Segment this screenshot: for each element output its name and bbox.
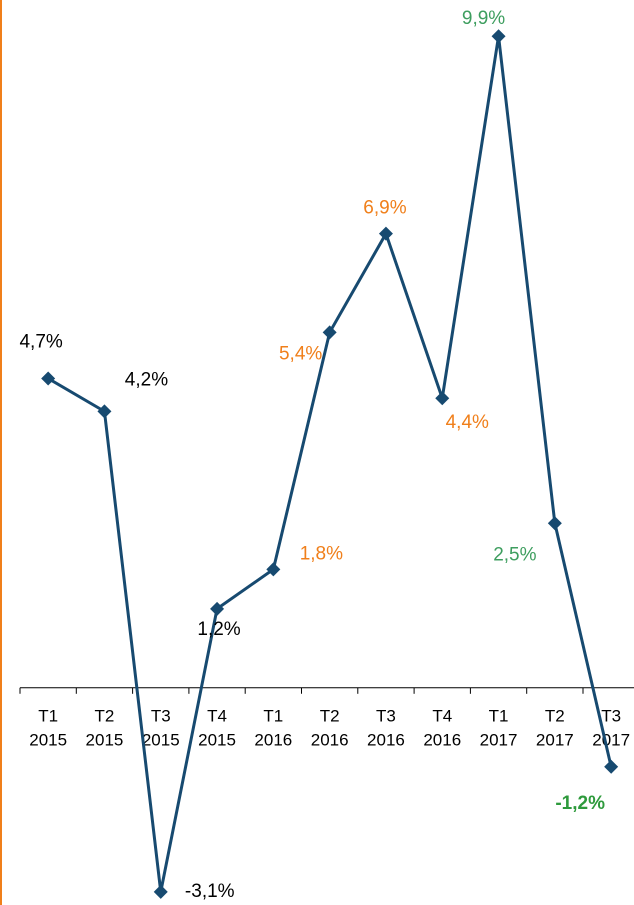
- x-tick-label: T4: [432, 706, 452, 725]
- line: [47, 35, 613, 893]
- marker: [322, 325, 337, 340]
- x-tick-label: 2015: [86, 730, 124, 749]
- x-tick-label: 2016: [311, 730, 349, 749]
- x-tick-label: T3: [151, 706, 171, 725]
- value-label: 4,7%: [19, 331, 62, 352]
- x-tick-label: 2016: [367, 730, 405, 749]
- value-label: 1,8%: [300, 543, 343, 564]
- value-label: 2,5%: [493, 544, 536, 565]
- x-tick-label: T1: [263, 706, 283, 725]
- marker: [210, 601, 225, 616]
- x-tick-label: T1: [489, 706, 509, 725]
- value-label: 4,2%: [125, 369, 168, 390]
- marker: [97, 404, 112, 419]
- marker: [266, 562, 281, 577]
- marker: [153, 884, 168, 899]
- x-tick-label: 2015: [198, 730, 236, 749]
- value-label: 9,9%: [462, 8, 505, 29]
- x-tick-label: 2017: [480, 730, 518, 749]
- x-tick-label: T2: [320, 706, 340, 725]
- x-tick-label: T4: [207, 706, 227, 725]
- x-tick-label: 2015: [142, 730, 180, 749]
- x-tick-label: T3: [376, 706, 396, 725]
- marker: [491, 29, 506, 44]
- marker: [41, 371, 56, 386]
- value-label: 6,9%: [363, 198, 406, 219]
- value-label: -3,1%: [185, 881, 235, 902]
- x-tick-label: T2: [95, 706, 115, 725]
- x-tick-label: 2017: [536, 730, 574, 749]
- x-tick-label: 2017: [592, 730, 630, 749]
- x-tick-label: 2016: [254, 730, 292, 749]
- x-tick-label: 2015: [29, 730, 67, 749]
- x-tick-label: T2: [545, 706, 565, 725]
- marker: [435, 391, 450, 406]
- value-label: -1,2%: [555, 793, 605, 814]
- marker: [604, 759, 619, 774]
- value-label: 1,2%: [197, 619, 240, 640]
- x-tick-label: T1: [38, 706, 58, 725]
- value-label: 4,4%: [446, 412, 489, 433]
- x-tick-label: T3: [601, 706, 621, 725]
- marker: [378, 226, 393, 241]
- marker: [547, 516, 562, 531]
- x-tick-label: 2016: [423, 730, 461, 749]
- value-label: 5,4%: [279, 343, 322, 364]
